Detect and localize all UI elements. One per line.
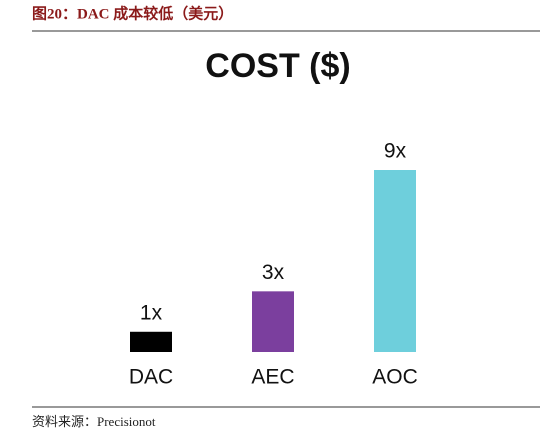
value-label: 3x: [262, 261, 285, 284]
value-label: 1x: [140, 301, 163, 324]
chart-title: COST ($): [205, 47, 350, 85]
figure-header: 图20：DAC 成本较低（美元）: [32, 4, 233, 22]
bar: [130, 331, 172, 352]
value-label: 9x: [384, 140, 407, 163]
x-tick-label: DAC: [129, 366, 173, 389]
x-tick-label: AOC: [372, 366, 418, 389]
x-tick-label: AEC: [251, 366, 294, 389]
bar: [252, 291, 294, 352]
bar: [374, 170, 416, 352]
source-note: 资料来源：Precisionot: [32, 414, 156, 429]
